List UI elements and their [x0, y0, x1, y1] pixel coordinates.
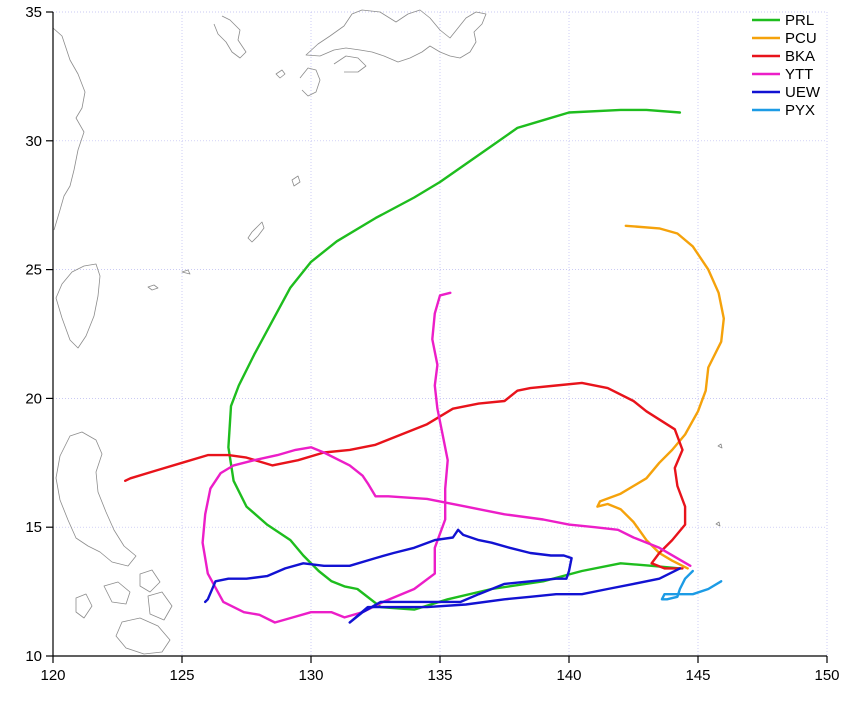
coastline-marianas-islet [717, 443, 723, 449]
y-tick-label: 20 [25, 390, 42, 407]
x-tick-label: 130 [298, 667, 323, 684]
coastline-kyushu [299, 67, 321, 97]
x-tick-label: 135 [427, 667, 452, 684]
x-tick-label: 140 [556, 667, 581, 684]
x-tick-label: 125 [169, 667, 194, 684]
track-uew [203, 528, 682, 624]
coastline-honshu [305, 9, 487, 63]
coastline-taiwan [55, 263, 101, 349]
coastline-luzon [55, 431, 137, 567]
coastline-samar [147, 591, 173, 621]
coastline-china [52, 27, 86, 231]
coastline-visayas-2 [139, 569, 161, 593]
coastline-okinawa [247, 221, 265, 243]
y-tick-label: 30 [25, 133, 42, 150]
coastline-ryukyu-2 [291, 175, 301, 187]
y-tick-label: 10 [25, 648, 42, 665]
coastline-mindanao [115, 617, 171, 655]
y-tick-label: 15 [25, 519, 42, 536]
coastline-ryukyu-4 [147, 284, 159, 291]
legend-label-pyx: PYX [785, 102, 815, 119]
x-tick-label: 120 [40, 667, 65, 684]
coastline-ryukyu-3 [181, 269, 191, 275]
legend-label-bka: BKA [785, 48, 815, 65]
track-ytt [201, 291, 692, 624]
track-pcu [596, 224, 725, 570]
track-pyx [660, 569, 723, 601]
legend-label-uew: UEW [785, 84, 821, 101]
legend-label-pcu: PCU [785, 30, 817, 47]
coastline-guam-islet [715, 521, 721, 527]
axis-ticks: 120 125 130 135 140 145 150 10 15 20 25 30 35 [25, 4, 839, 684]
y-tick-label: 35 [25, 4, 42, 21]
gridlines [53, 11, 828, 656]
track-bka [123, 381, 687, 570]
coastline-ryukyu-1 [275, 69, 286, 79]
legend-label-ytt: YTT [785, 66, 813, 83]
x-tick-label: 150 [814, 667, 839, 684]
coastline-visayas-1 [103, 581, 131, 605]
coastline-shikoku [333, 55, 367, 73]
coastlines [52, 9, 723, 655]
y-tick-label: 25 [25, 262, 42, 279]
track-prl [227, 108, 682, 611]
coastline-korea [213, 15, 247, 59]
legend-label-prl: PRL [785, 12, 814, 29]
coastline-mindoro [75, 593, 93, 619]
x-tick-label: 145 [685, 667, 710, 684]
storm-tracks [123, 108, 725, 624]
